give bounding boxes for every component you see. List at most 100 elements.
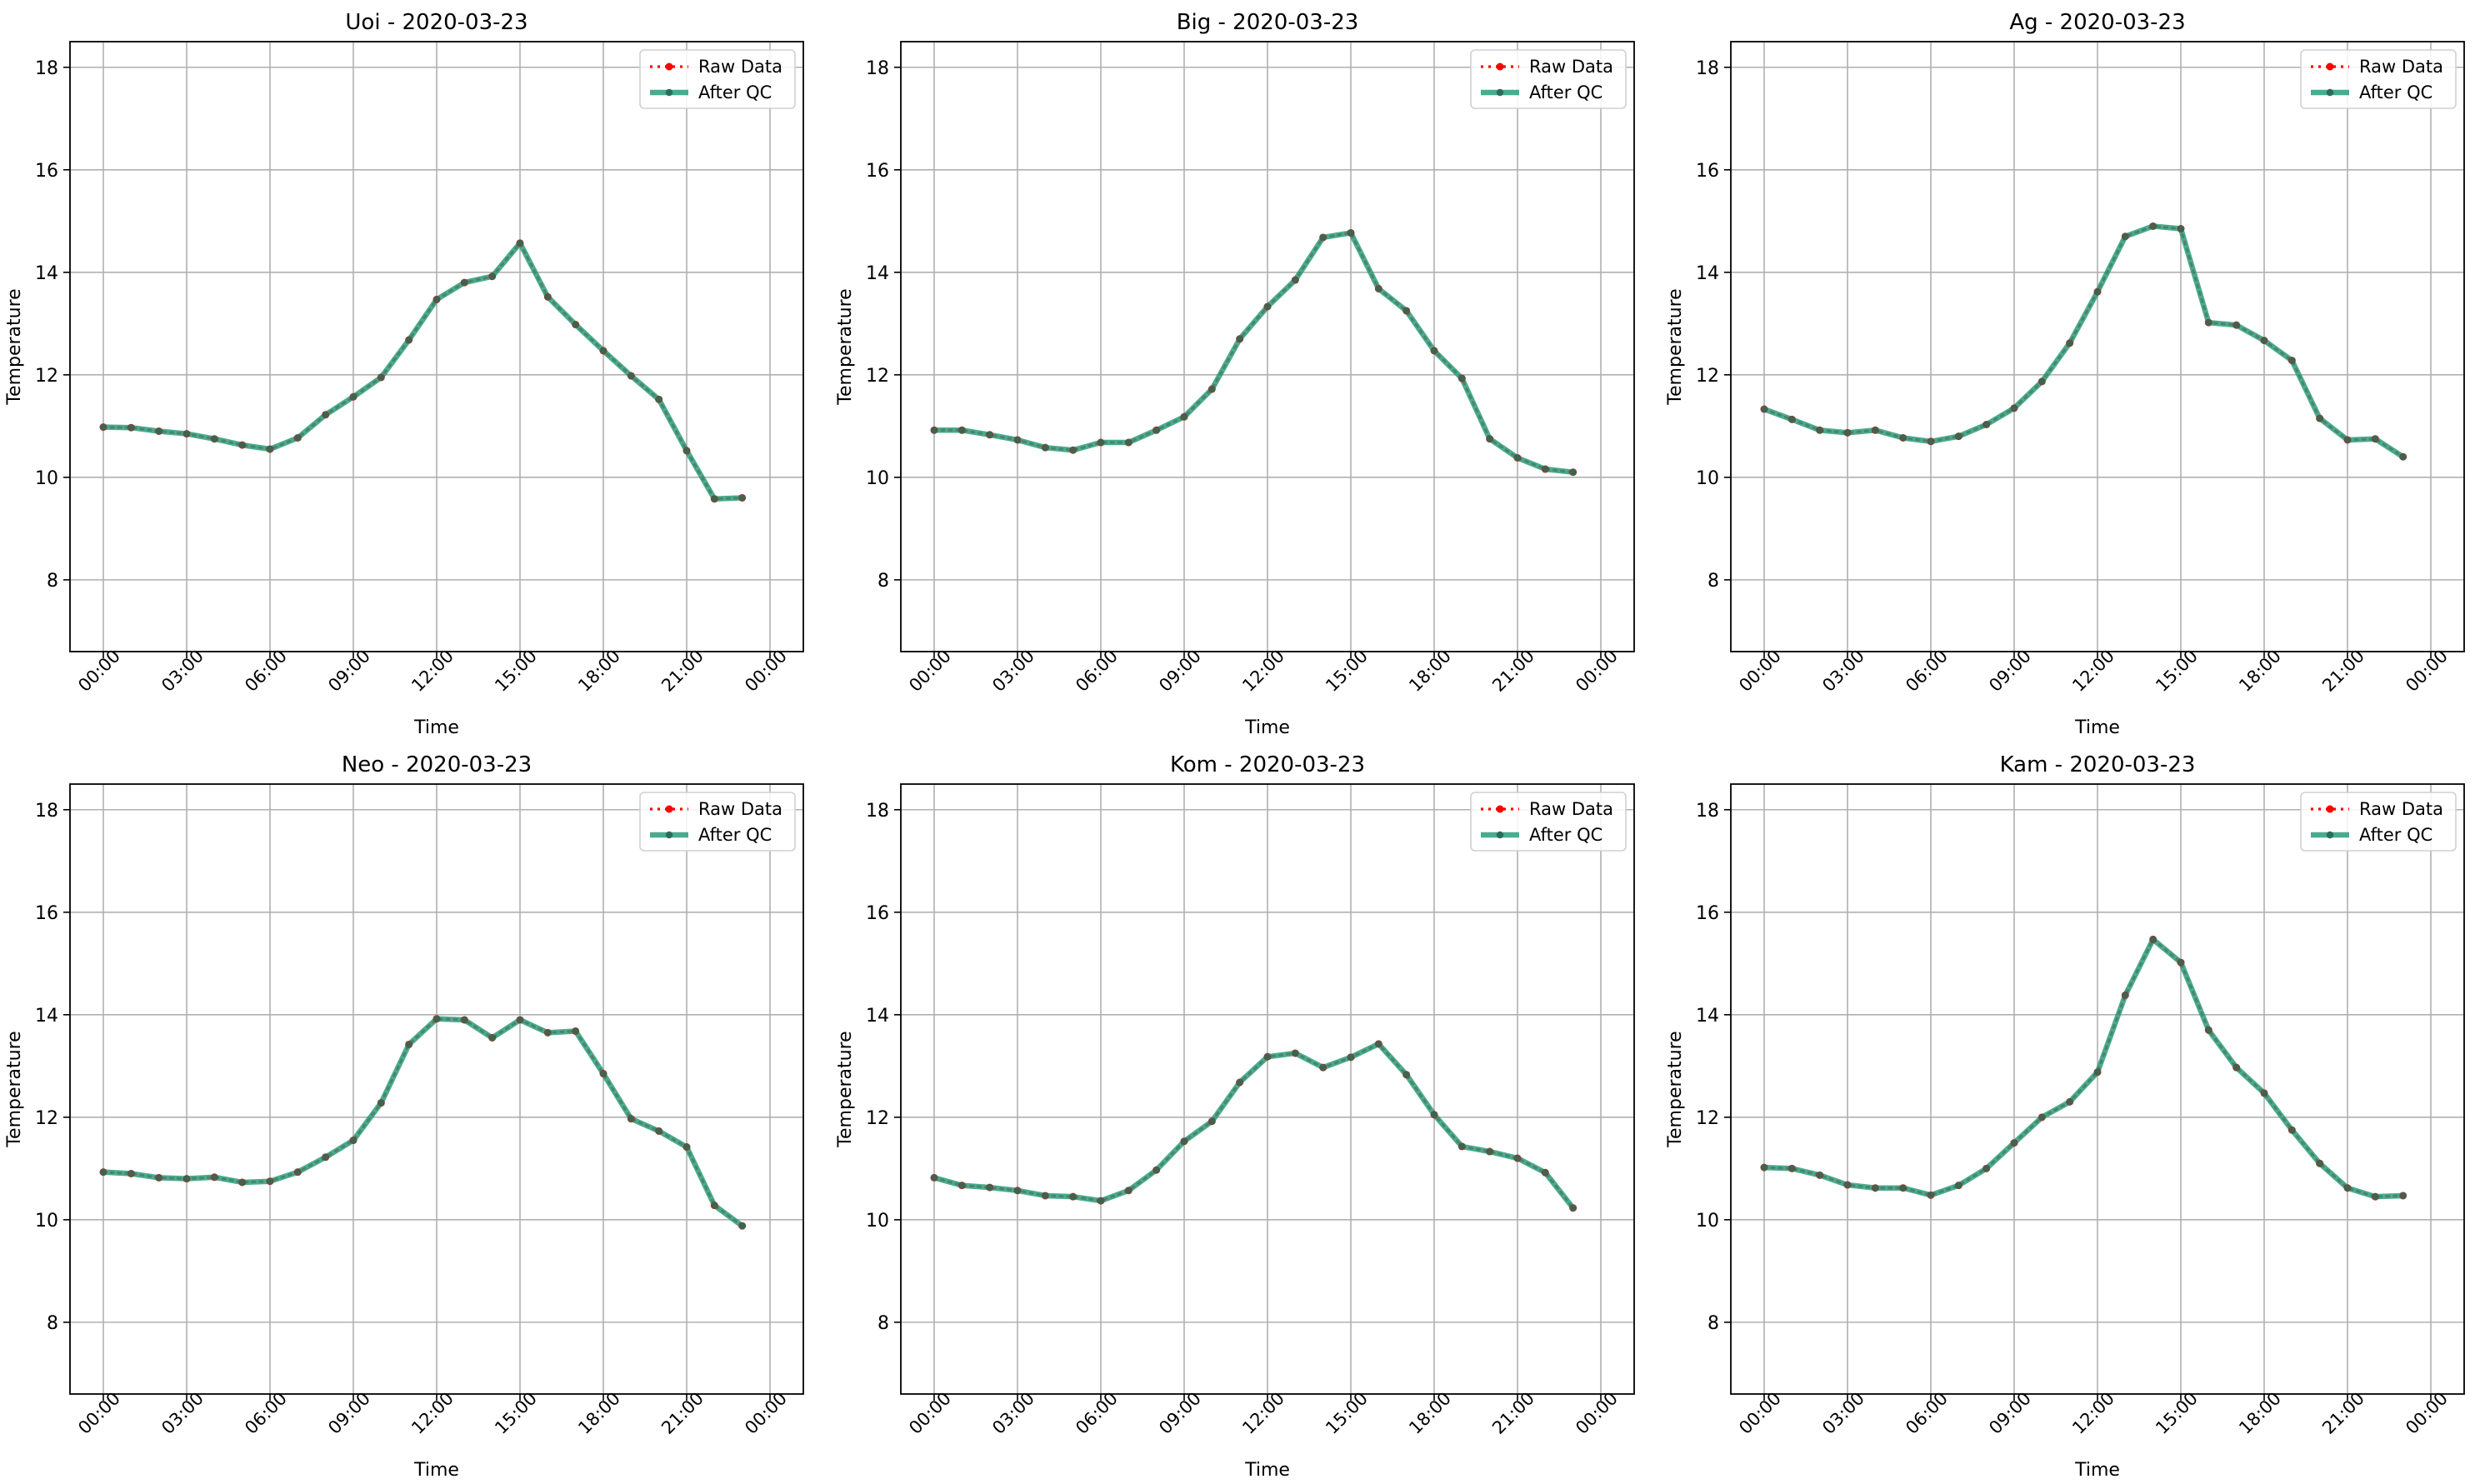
legend-swatch-marker [665, 62, 673, 71]
data-point-after-qc [1263, 1053, 1272, 1061]
x-tick-label: 21:00 [2318, 1388, 2368, 1438]
data-point-after-qc [2177, 225, 2185, 232]
y-tick-label: 18 [866, 58, 889, 79]
x-tick-label: 09:00 [1155, 646, 1205, 696]
data-point-after-qc [1236, 335, 1243, 342]
y-tick-label: 16 [1696, 161, 1719, 182]
data-point-after-qc [1927, 437, 1935, 445]
data-point-after-qc [1569, 468, 1577, 476]
x-axis-label: Time [2074, 1460, 2120, 1481]
data-point-after-qc [628, 1115, 635, 1122]
data-point-after-qc [1347, 229, 1355, 237]
data-point-after-qc [2372, 1192, 2379, 1201]
x-axis-label: Time [1244, 717, 1290, 738]
data-point-after-qc [99, 423, 108, 431]
legend-swatch-marker [665, 88, 673, 97]
x-tick-label: 12:00 [2068, 1388, 2118, 1438]
legend-swatch-marker [2326, 831, 2334, 839]
data-point-after-qc [2260, 1089, 2268, 1097]
y-tick-label: 16 [866, 161, 889, 182]
chart-title: Uoi - 2020-03-23 [345, 10, 528, 35]
data-point-after-qc [1955, 432, 1962, 440]
chart-panel-5: 00:00 03:00 06:00 09:00 12:00 15:00 18:00 21:00… [835, 752, 1635, 1481]
data-point-after-qc [1816, 1172, 1823, 1179]
data-point-after-qc [2232, 1063, 2240, 1072]
data-point-after-qc [1760, 405, 1768, 413]
y-tick-label: 14 [1696, 263, 1719, 284]
x-tick-label: 00:00 [74, 646, 124, 696]
y-tick-label: 8 [878, 1313, 889, 1334]
x-tick-label: 18:00 [574, 646, 624, 696]
chart-title: Big - 2020-03-23 [1177, 10, 1359, 35]
data-point-after-qc [1180, 1137, 1188, 1145]
data-point-after-qc [128, 1170, 135, 1177]
data-point-after-qc [930, 427, 938, 434]
x-axis-label: Time [1244, 1460, 1290, 1481]
x-axis-label: Time [413, 717, 459, 738]
y-tick-label: 14 [1696, 1006, 1719, 1027]
data-point-after-qc [711, 1202, 718, 1209]
data-point-after-qc [516, 1016, 524, 1024]
data-point-after-qc [1899, 434, 1907, 442]
data-point-after-qc [2038, 1113, 2046, 1122]
x-tick-label: 03:00 [988, 1388, 1038, 1438]
data-point-after-qc [182, 430, 191, 437]
legend: Raw Data After QC [1470, 49, 1627, 109]
data-point-after-qc [1927, 1192, 1935, 1199]
y-tick-label: 12 [1696, 1108, 1719, 1129]
y-tick-label: 12 [1696, 366, 1719, 387]
y-axis-label: Temperature [4, 288, 25, 405]
legend-label: After QC [2359, 82, 2432, 102]
data-point-after-qc [1843, 1181, 1852, 1189]
y-tick-label: 8 [878, 571, 889, 592]
x-tick-label: 00:00 [1572, 1388, 1622, 1438]
x-tick-label: 09:00 [324, 646, 374, 696]
data-point-after-qc [2232, 321, 2240, 329]
data-point-after-qc [378, 1099, 385, 1107]
x-tick-label: 21:00 [1488, 1388, 1538, 1438]
x-tick-label: 12:00 [408, 1388, 458, 1438]
y-tick-label: 10 [35, 1211, 58, 1232]
data-point-after-qc [1097, 438, 1105, 447]
data-point-after-qc [930, 1174, 938, 1182]
x-tick-label: 03:00 [1818, 646, 1868, 696]
data-point-after-qc [1513, 454, 1522, 462]
data-point-after-qc [1152, 427, 1160, 434]
legend: Raw Data After QC [1470, 792, 1627, 852]
chart-panel-3: 00:00 03:00 06:00 09:00 12:00 15:00 18:00 21:00… [1665, 10, 2465, 738]
x-tick-label: 12:00 [2068, 646, 2118, 696]
chart-title: Neo - 2020-03-23 [342, 752, 532, 777]
data-point-after-qc [572, 1027, 579, 1035]
data-point-after-qc [516, 239, 524, 247]
data-point-after-qc [1486, 1147, 1493, 1156]
data-point-after-qc [2010, 404, 2018, 412]
data-point-after-qc [1542, 465, 1549, 473]
data-point-after-qc [1208, 385, 1216, 393]
y-tick-label: 10 [1696, 468, 1719, 489]
data-point-after-qc [378, 373, 385, 382]
y-tick-label: 8 [1708, 571, 1719, 592]
data-point-after-qc [1375, 1040, 1382, 1048]
x-tick-label: 15:00 [1322, 646, 1372, 696]
x-tick-label: 03:00 [158, 646, 208, 696]
x-tick-label: 18:00 [574, 1388, 624, 1438]
data-point-after-qc [155, 1174, 162, 1182]
y-tick-label: 18 [35, 58, 58, 79]
y-tick-label: 14 [866, 1006, 889, 1027]
y-tick-label: 8 [47, 571, 58, 592]
y-tick-label: 16 [1696, 903, 1719, 924]
x-tick-label: 06:00 [1072, 646, 1122, 696]
data-point-after-qc [1180, 413, 1188, 421]
data-point-after-qc [1263, 302, 1272, 311]
y-tick-label: 14 [866, 263, 889, 284]
x-tick-label: 09:00 [1985, 646, 2035, 696]
data-point-after-qc [655, 1127, 662, 1135]
data-point-after-qc [1872, 1184, 1879, 1192]
data-point-after-qc [1542, 1169, 1549, 1177]
data-point-after-qc [2399, 453, 2407, 461]
data-point-after-qc [682, 447, 691, 455]
data-point-after-qc [1788, 1165, 1796, 1172]
x-tick-label: 06:00 [1902, 646, 1952, 696]
data-point-after-qc [1430, 1111, 1438, 1118]
data-point-after-qc [1402, 307, 1410, 315]
